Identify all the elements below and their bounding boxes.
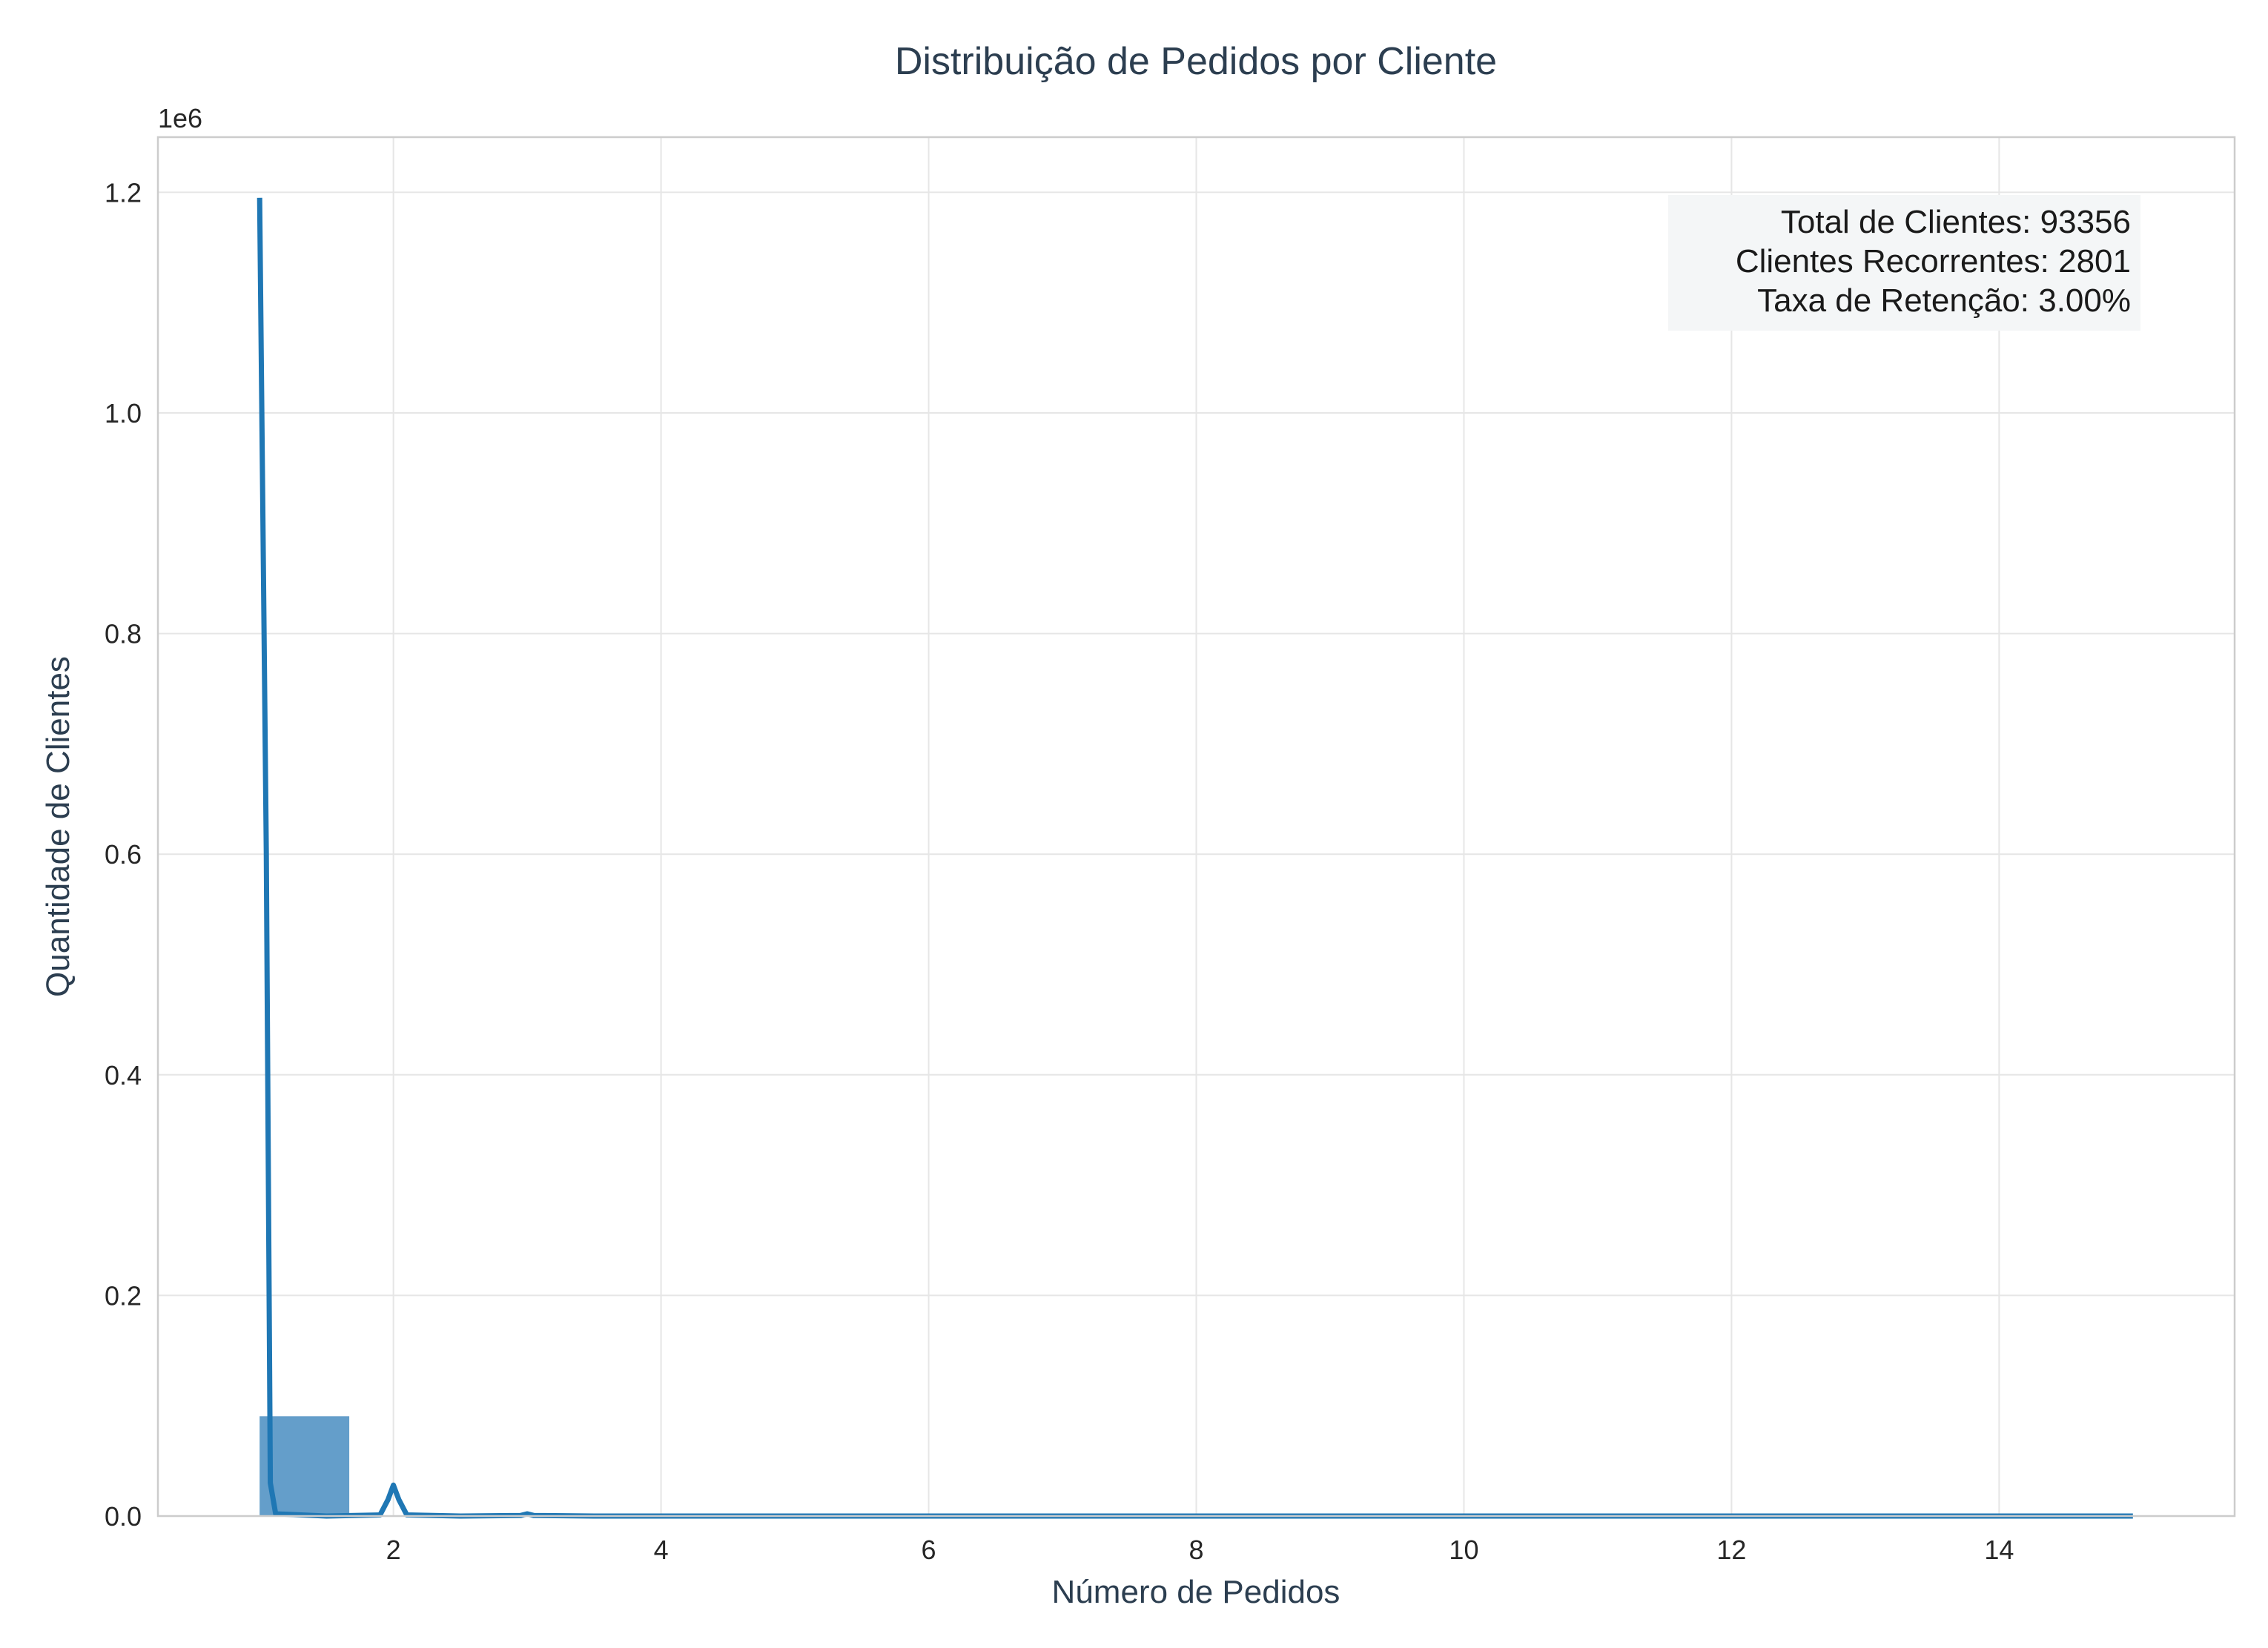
annotation-total-clientes: Total de Clientes: 93356	[1781, 204, 2131, 240]
y-tick-label: 0.0	[105, 1501, 142, 1532]
x-tick-label: 10	[1449, 1535, 1478, 1565]
y-tick-label: 0.8	[105, 619, 142, 649]
x-tick-label: 14	[1984, 1535, 2014, 1565]
y-tick-label: 1.2	[105, 177, 142, 208]
plot-frame	[156, 136, 2236, 1518]
grid-lines	[158, 137, 2235, 1517]
y-axis-label: Quantidade de Clientes	[40, 656, 76, 997]
x-tick-label: 8	[1188, 1535, 1203, 1565]
kde-line	[257, 197, 2133, 1519]
y-tick-labels: 0.0 0.2 0.4 0.6 0.8 1.0 1.2	[105, 177, 142, 1532]
annotation-taxa-retencao: Taxa de Retenção: 3.00%	[1757, 282, 2131, 319]
x-tick-label: 12	[1716, 1535, 1746, 1565]
y-offset-label: 1e6	[158, 103, 202, 133]
chart-title: Distribuição de Pedidos por Cliente	[895, 40, 1497, 83]
x-tick-label: 4	[654, 1535, 669, 1565]
x-tick-label: 6	[922, 1535, 936, 1565]
y-tick-label: 1.0	[105, 398, 142, 428]
y-tick-label: 0.4	[105, 1060, 142, 1091]
y-tick-label: 0.2	[105, 1280, 142, 1311]
annotation-box	[1668, 195, 2140, 331]
x-tick-labels: 2 4 6 8 10 12 14	[386, 1535, 2014, 1565]
x-axis-label: Número de Pedidos	[1052, 1574, 1340, 1610]
y-tick-label: 0.6	[105, 839, 142, 870]
x-tick-label: 2	[386, 1535, 401, 1565]
kde-lines	[257, 197, 2133, 1519]
annotation-clientes-recorrentes: Clientes Recorrentes: 2801	[1736, 243, 2131, 279]
